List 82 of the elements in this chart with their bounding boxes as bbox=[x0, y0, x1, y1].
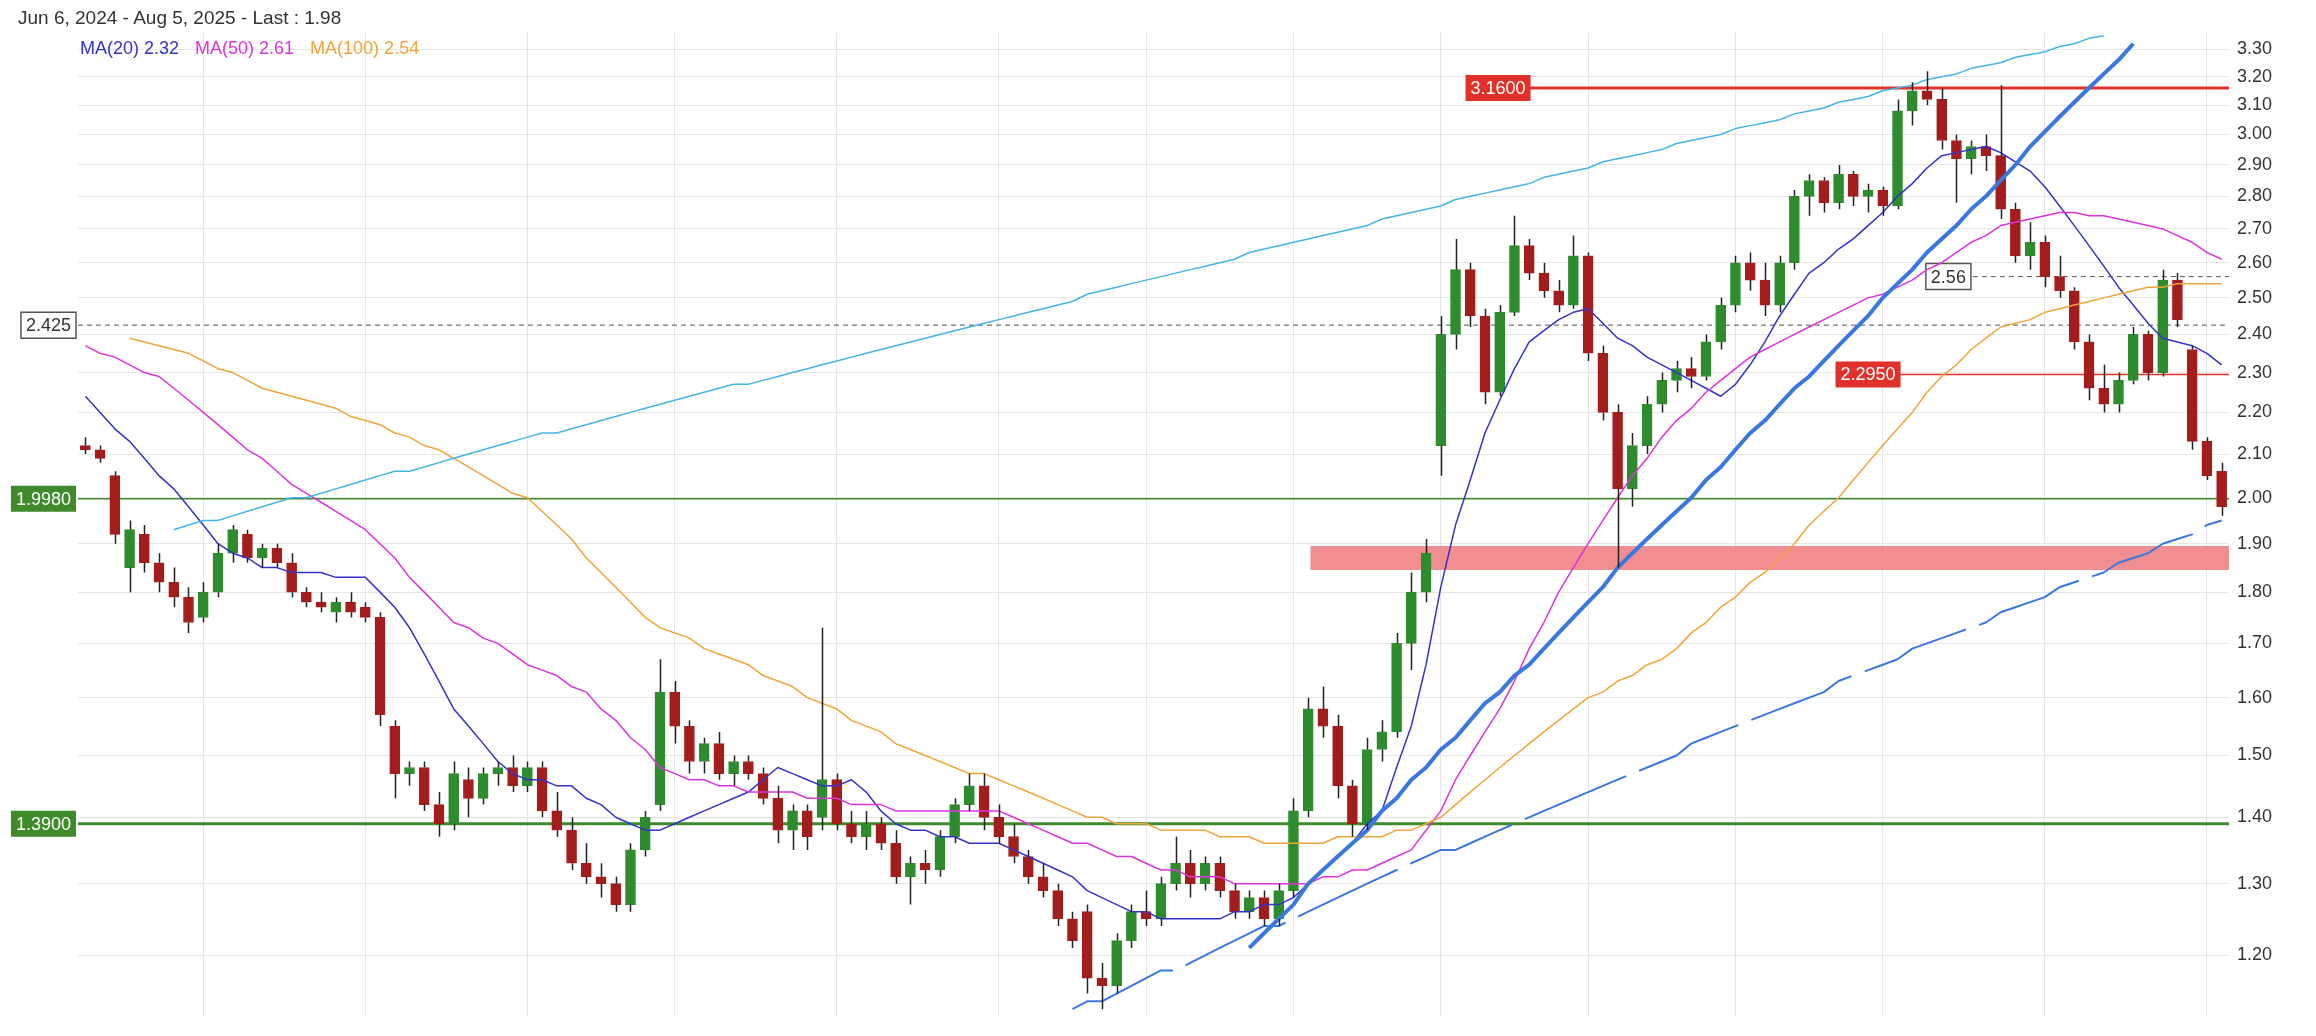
candlestick bbox=[772, 785, 784, 845]
ref-line-label: 1.3900 bbox=[15, 813, 72, 834]
y-tick-label: 1.20 bbox=[2237, 944, 2273, 965]
candlestick bbox=[1759, 261, 1771, 317]
y-tick-label: 2.50 bbox=[2237, 286, 2273, 307]
y-tick-label: 2.20 bbox=[2237, 401, 2273, 422]
candlestick bbox=[463, 766, 474, 819]
y-tick-label: 1.90 bbox=[2237, 532, 2273, 553]
candlestick bbox=[389, 719, 401, 800]
candlestick bbox=[787, 803, 798, 851]
candlestick bbox=[1906, 81, 1918, 127]
candlestick bbox=[1288, 797, 1299, 899]
candlestick bbox=[448, 760, 460, 831]
text: MA(20) 2.32 bbox=[80, 38, 180, 59]
text: MA(50) 2.61 bbox=[195, 38, 295, 59]
candlestick bbox=[1450, 238, 1461, 351]
candlestick bbox=[1612, 403, 1623, 569]
candlestick bbox=[551, 791, 563, 838]
y-tick-label: 3.10 bbox=[2237, 94, 2273, 115]
candlestick bbox=[654, 658, 666, 812]
candlestick bbox=[183, 586, 194, 634]
y-tick-label: 1.30 bbox=[2237, 872, 2273, 893]
candlestick bbox=[507, 754, 518, 793]
y-tick-label: 2.60 bbox=[2237, 251, 2273, 272]
candlestick bbox=[1170, 835, 1181, 892]
candlestick bbox=[1185, 849, 1196, 899]
candlestick bbox=[433, 791, 445, 838]
candlestick bbox=[1995, 84, 2006, 220]
candlestick bbox=[1685, 356, 1697, 390]
y-tick-label: 1.80 bbox=[2237, 581, 2273, 602]
candlestick bbox=[1626, 432, 1638, 508]
y-tick-label: 2.40 bbox=[2237, 323, 2273, 344]
candlestick bbox=[669, 680, 681, 745]
candlestick bbox=[1332, 713, 1343, 800]
candlestick bbox=[1406, 571, 1417, 671]
candlestick bbox=[595, 862, 607, 899]
candlestick bbox=[1744, 251, 1756, 292]
y-tick-label: 1.40 bbox=[2237, 806, 2273, 827]
candlestick bbox=[404, 760, 415, 787]
y-tick-label: 2.70 bbox=[2237, 217, 2273, 238]
ref-line-label: 1.9980 bbox=[15, 488, 72, 509]
candlestick bbox=[890, 829, 902, 885]
y-tick-label: 2.90 bbox=[2237, 153, 2273, 174]
candlestick bbox=[1936, 87, 1948, 151]
candlestick bbox=[138, 524, 150, 574]
y-tick-label: 1.50 bbox=[2237, 744, 2273, 765]
candlestick bbox=[1479, 307, 1491, 406]
y-tick-label: 2.10 bbox=[2237, 443, 2273, 464]
candlestick bbox=[1951, 133, 1962, 204]
candlestick bbox=[1376, 719, 1388, 763]
y-tick-label: 1.60 bbox=[2237, 686, 2273, 707]
candlestick bbox=[492, 760, 504, 787]
candlestick bbox=[124, 519, 135, 593]
candlestick bbox=[964, 772, 975, 812]
candlestick bbox=[1568, 234, 1579, 310]
candlestick bbox=[1347, 778, 1358, 838]
ref-line-label: 3.1600 bbox=[1470, 77, 1526, 98]
y-tick-label: 2.80 bbox=[2237, 185, 2273, 206]
candlestick bbox=[1862, 182, 1874, 214]
candlestick bbox=[1008, 822, 1019, 864]
chart-title: Jun 6, 2024 - Aug 5, 2025 - Last : 1.98 bbox=[18, 7, 342, 29]
candlestick bbox=[1509, 214, 1520, 317]
ref-line-label: 2.56 bbox=[1930, 266, 1966, 287]
candlestick bbox=[1921, 70, 1933, 106]
candlestick bbox=[153, 552, 165, 593]
candlestick bbox=[1361, 737, 1373, 831]
candlestick bbox=[2083, 333, 2095, 401]
y-tick-label: 3.00 bbox=[2237, 123, 2273, 144]
y-tick-label: 2.00 bbox=[2237, 486, 2273, 507]
candlestick bbox=[566, 816, 577, 871]
candlestick bbox=[1420, 538, 1432, 603]
candlestick bbox=[1081, 903, 1093, 995]
y-tick-label: 1.70 bbox=[2237, 632, 2273, 653]
candlestick bbox=[1435, 315, 1447, 477]
text: MA(100) 2.54 bbox=[310, 38, 420, 59]
candlestick bbox=[801, 803, 813, 851]
y-tick-label: 2.30 bbox=[2237, 361, 2273, 382]
ref-line-label: 2.425 bbox=[25, 315, 71, 336]
y-tick-label: 3.30 bbox=[2237, 38, 2273, 59]
ref-line-label: 2.2950 bbox=[1840, 364, 1896, 385]
y-tick-label: 3.20 bbox=[2237, 65, 2273, 86]
candlestick bbox=[993, 803, 1005, 845]
